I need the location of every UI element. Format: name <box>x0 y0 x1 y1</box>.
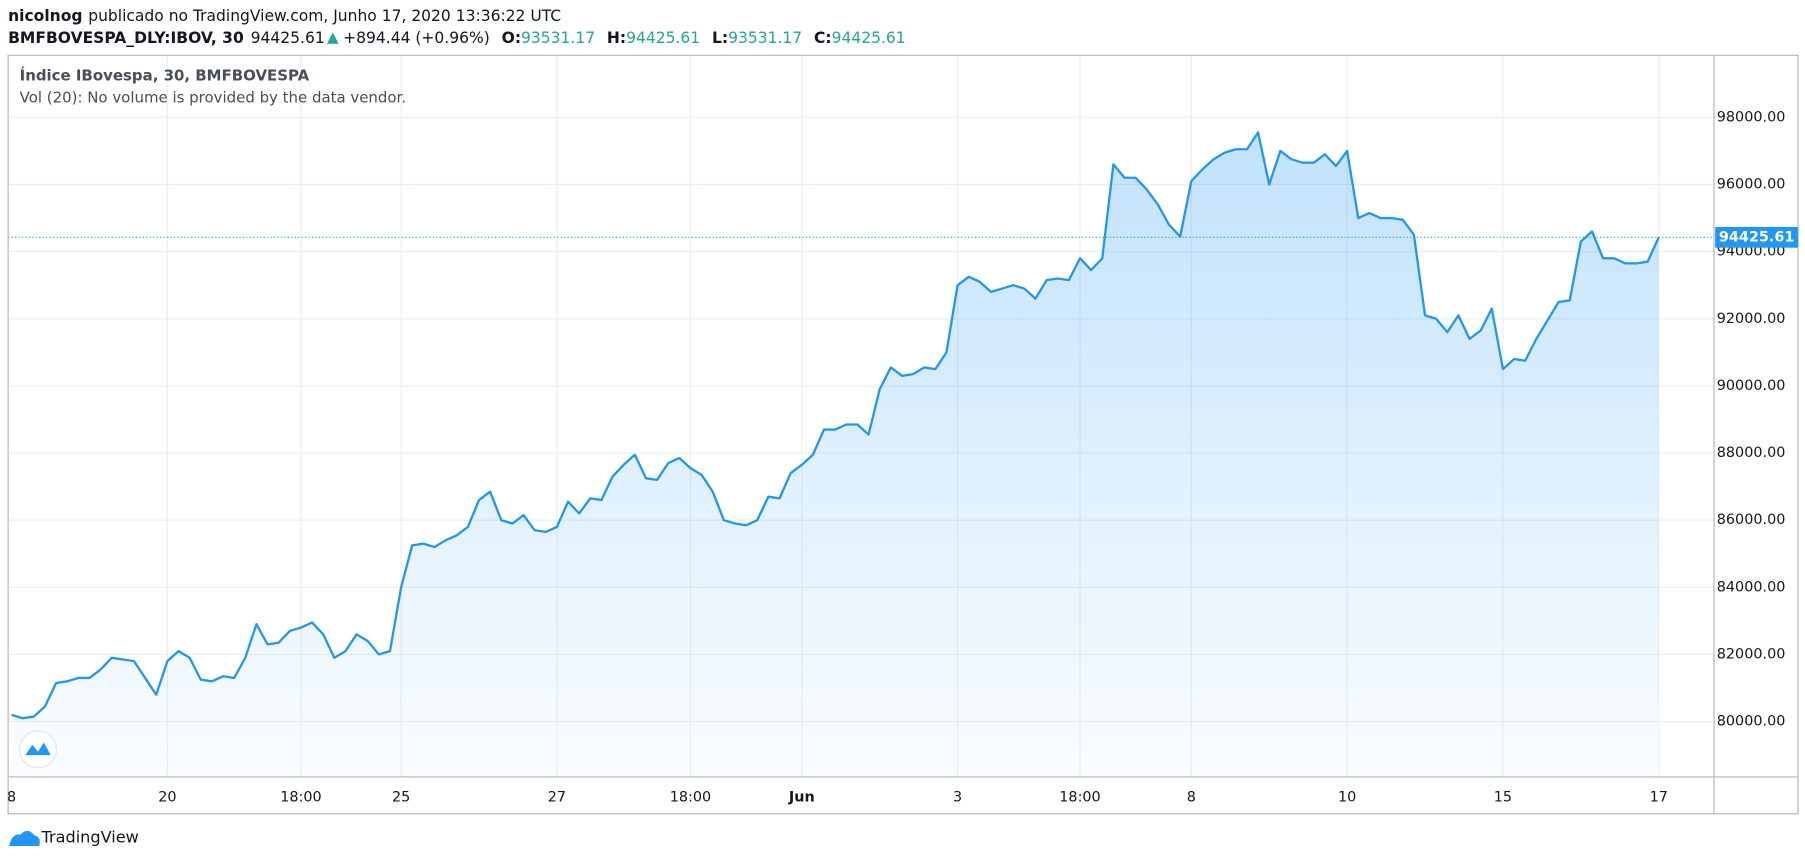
published: publicado no TradingView.com, Junho 17, … <box>88 7 561 25</box>
plot-area <box>8 131 1715 777</box>
axes: 80000.00 82000.00 84000.00 86000.00 88000.00… <box>7 109 1799 806</box>
x-tick-label: 18:00 <box>280 790 321 806</box>
publish-line: nicolnog publicado no TradingView.com, Ju… <box>8 7 561 25</box>
ohlc-label: H: <box>607 28 626 46</box>
ohlc-value: 94425.61 <box>832 28 906 46</box>
brand[interactable]: TradingView <box>9 827 139 846</box>
y-tick-label: 98000.00 <box>1717 109 1786 125</box>
y-tick-label: 88000.00 <box>1717 445 1786 461</box>
ohlc-label: O: <box>502 28 521 46</box>
change-line: +894.44 (+0.96%) O:93531.17 H:94425.61 L… <box>343 28 905 46</box>
ohlc-value: 94425.61 <box>626 28 700 46</box>
brand-text[interactable]: TradingView <box>41 827 139 846</box>
ohlc-value: 93531.17 <box>728 28 802 46</box>
y-tick-label: 92000.00 <box>1717 311 1786 327</box>
x-tick-label: 18:00 <box>1059 790 1100 806</box>
x-tick-label: 3 <box>953 790 962 806</box>
chart-frame <box>7 54 1799 815</box>
x-tick-label: 20 <box>158 790 176 806</box>
logo-circle[interactable] <box>19 730 58 769</box>
logo-icon[interactable] <box>25 742 51 756</box>
up-triangle <box>327 32 339 44</box>
brand-icon[interactable] <box>9 830 40 847</box>
price-line <box>11 131 1660 720</box>
y-tick-label: 82000.00 <box>1717 646 1786 662</box>
x-tick-label: 8 <box>7 790 16 806</box>
annotation: Vol (20): No volume is provided by the d… <box>20 88 406 106</box>
x-tick-label: 27 <box>548 790 566 806</box>
y-tick-label: 86000.00 <box>1717 512 1786 528</box>
ohlc-label: L: <box>712 28 728 46</box>
logo-button[interactable] <box>19 730 58 769</box>
symbol: BMFBOVESPA_DLY:IBOV, 30 <box>8 28 244 46</box>
series-legend: Índice IBovespa, 30, BMFBOVESPA <box>20 65 310 84</box>
x-tick-label: 18:00 <box>670 790 711 806</box>
y-tick-label: 90000.00 <box>1717 378 1786 394</box>
area-fill <box>11 132 1659 777</box>
symbol-line: BMFBOVESPA_DLY:IBOV, 30 94425.61 <box>8 28 325 46</box>
last-price-tag <box>1715 226 1799 248</box>
y-tick-label: 96000.00 <box>1717 176 1786 192</box>
x-tick-label: 25 <box>392 790 410 806</box>
x-tick-label: Jun <box>788 790 815 806</box>
y-tick-label: 80000.00 <box>1717 714 1786 730</box>
last-price-label: 94425.61 <box>1719 229 1794 245</box>
x-tick-label: 17 <box>1650 790 1668 806</box>
x-tick-label: 10 <box>1338 790 1356 806</box>
price: 94425.61 <box>251 28 325 46</box>
y-tick-label: 84000.00 <box>1717 579 1786 595</box>
x-tick-label: 8 <box>1187 790 1196 806</box>
change: +894.44 (+0.96%) <box>343 28 490 46</box>
author: nicolnog <box>8 7 82 25</box>
ohlc-label: C: <box>814 28 832 46</box>
x-tick-label: 15 <box>1494 790 1512 806</box>
ohlc-value: 93531.17 <box>521 28 595 46</box>
